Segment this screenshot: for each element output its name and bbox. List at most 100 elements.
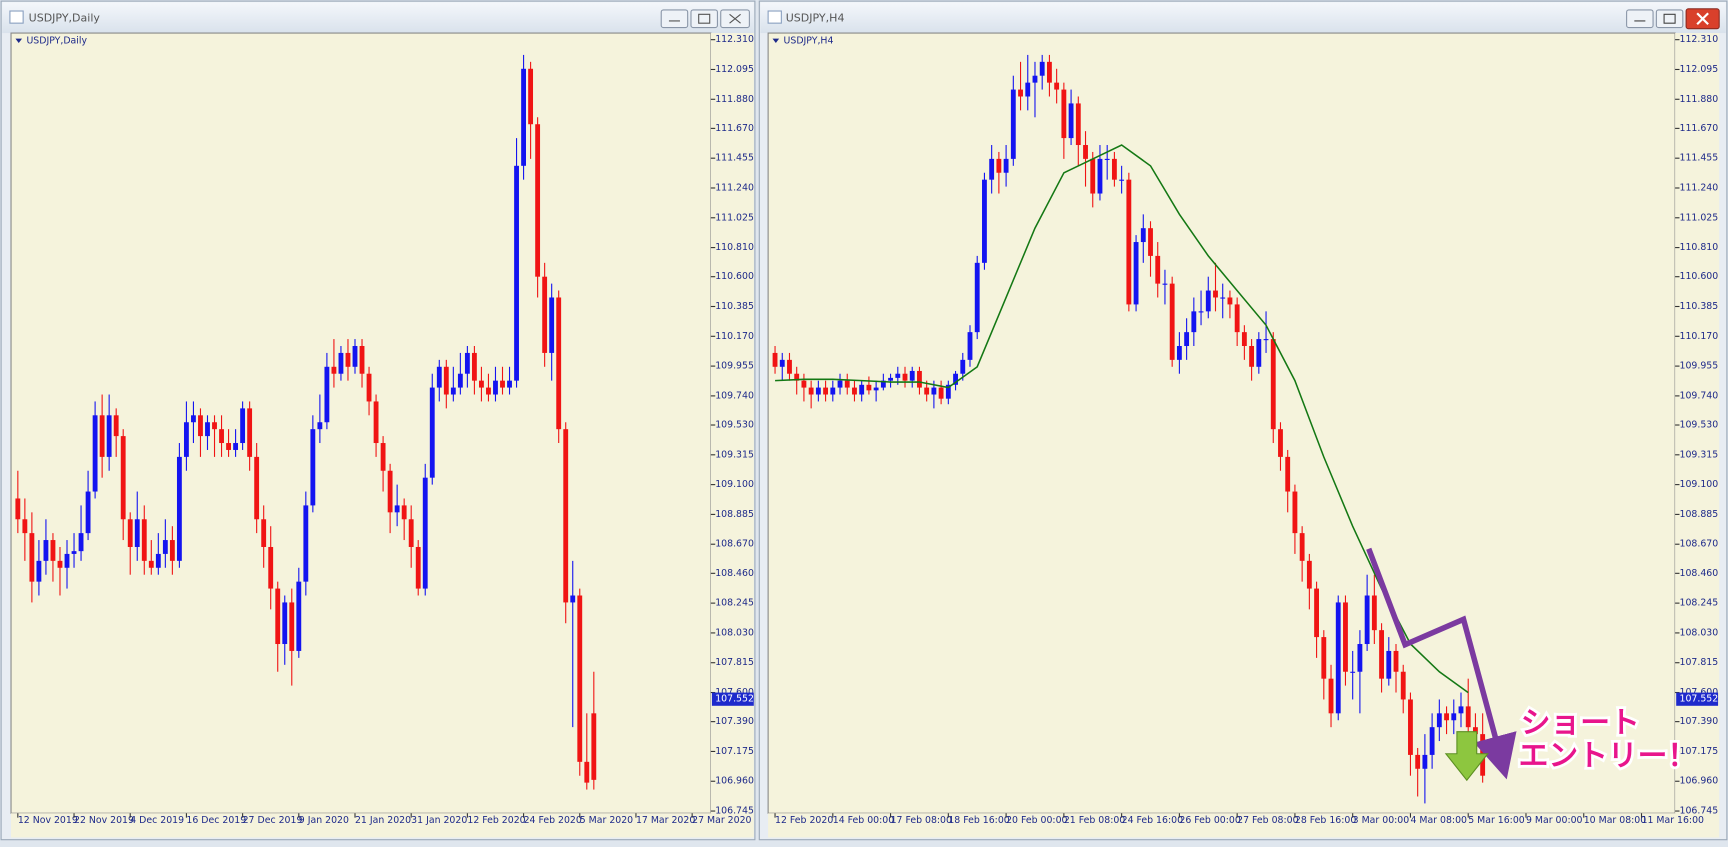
y-tick-label: 111.240	[715, 182, 754, 193]
annotation-text: ショート	[1521, 705, 1640, 740]
candle-body	[57, 560, 63, 568]
candle-body	[422, 477, 428, 589]
candle-body	[240, 408, 246, 444]
y-tick-label: 109.740	[715, 390, 754, 401]
candle-body	[380, 443, 386, 471]
candle-body	[902, 373, 908, 381]
candle-body	[387, 470, 393, 513]
candle-body	[310, 429, 316, 506]
y-tick-label: 108.885	[1680, 509, 1719, 520]
y-tick-label: 108.030	[715, 627, 754, 638]
x-tick-label: 17 Feb 08:00	[891, 815, 952, 826]
candle-body	[924, 387, 930, 395]
candle-body	[1263, 339, 1269, 341]
y-tick-label: 108.670	[1680, 539, 1719, 550]
y-tick-label: 108.245	[1680, 598, 1719, 609]
candle-body	[1097, 158, 1103, 194]
y-tick-label: 109.315	[715, 449, 754, 460]
candle-body	[303, 505, 309, 582]
candle-body	[1184, 332, 1190, 347]
x-tick-label: 3 Mar 00:00	[1353, 815, 1410, 826]
candle-body	[219, 429, 224, 444]
y-tick-label: 108.245	[715, 598, 754, 609]
candle-body	[113, 415, 119, 437]
candle-body	[917, 370, 922, 388]
candle-body	[443, 366, 449, 395]
y-tick-label: 107.390	[715, 716, 754, 727]
candle-body	[436, 366, 442, 388]
window-right: USDJPY,H4 USDJPY,H4	[758, 0, 1728, 841]
candle-body	[873, 387, 879, 391]
candle-body	[514, 165, 519, 381]
candle-body	[974, 262, 980, 333]
y-tick-label: 112.095	[715, 64, 754, 75]
minimize-button[interactable]	[1626, 9, 1654, 29]
candle-body	[415, 546, 421, 589]
title-bar	[760, 2, 1726, 34]
x-tick-label: 10 Mar 08:00	[1584, 815, 1647, 826]
candle-body	[99, 415, 105, 457]
candle-body	[1176, 346, 1182, 360]
candle-body	[324, 366, 330, 423]
candle-body	[1198, 311, 1204, 313]
candle-body	[1386, 650, 1392, 679]
candle-body	[15, 498, 21, 520]
candle-body	[830, 387, 836, 395]
x-tick-label: 26 Feb 00:00	[1179, 815, 1240, 826]
x-tick-label: 9 Mar 00:00	[1526, 815, 1583, 826]
candle-body	[570, 595, 576, 603]
candle-body	[198, 415, 203, 437]
y-tick-label: 109.955	[715, 361, 754, 372]
price-marker	[711, 692, 754, 706]
candle-body	[938, 387, 944, 399]
candle-body	[528, 68, 534, 125]
candle-body	[909, 370, 915, 381]
candle-body	[1400, 671, 1406, 700]
candle-body	[282, 602, 288, 645]
candle-body	[408, 519, 414, 547]
candle-body	[1465, 706, 1471, 728]
minimize-button[interactable]	[660, 9, 689, 29]
candle-body	[429, 387, 435, 478]
maximize-button[interactable]	[1655, 9, 1684, 29]
x-tick-label: 24 Feb 2020	[524, 815, 582, 826]
candle-body	[895, 373, 901, 378]
annotation: ショート エントリー！	[1366, 547, 1700, 782]
window-left: USDJPY,Daily USDJPY,Daily	[0, 0, 756, 841]
y-tick-label: 107.600	[1680, 687, 1719, 698]
candle-body	[359, 346, 365, 374]
y-tick-label: 112.095	[1680, 64, 1719, 75]
candle-body	[373, 401, 379, 444]
candle-body	[1162, 283, 1168, 285]
candle-body	[22, 519, 28, 534]
candle-body	[1010, 89, 1016, 159]
candle-body	[352, 346, 358, 367]
candle-body	[1350, 671, 1356, 673]
candle-body	[852, 387, 857, 395]
candle-body	[1249, 346, 1255, 367]
y-tick-label: 107.815	[715, 657, 754, 668]
candle-body	[1306, 560, 1312, 589]
x-tick-label: 27 Dec 2019	[243, 815, 303, 826]
y-tick-label: 110.810	[1680, 242, 1719, 253]
candle-body	[71, 551, 77, 554]
candle-body	[254, 456, 260, 520]
candle-body	[1408, 699, 1413, 755]
maximize-button[interactable]	[690, 9, 718, 29]
y-tick-label: 107.600	[715, 687, 754, 698]
y-tick-label: 109.530	[715, 420, 754, 431]
candle-body	[106, 415, 112, 457]
candle-body	[1314, 588, 1320, 638]
candle-body	[1090, 158, 1096, 194]
y-tick-label: 110.385	[1680, 301, 1719, 312]
x-tick-label: 27 Feb 08:00	[1237, 815, 1298, 826]
candle-body	[1104, 158, 1110, 160]
y-tick-label: 109.315	[1680, 449, 1719, 460]
candle-body	[1213, 290, 1218, 298]
x-tick-label: 5 Mar 2020	[580, 815, 633, 826]
price-label: 107.552	[1680, 694, 1719, 705]
moving-average	[775, 144, 1469, 694]
candle-body	[1032, 75, 1038, 83]
y-tick-label: 109.955	[1680, 361, 1719, 372]
